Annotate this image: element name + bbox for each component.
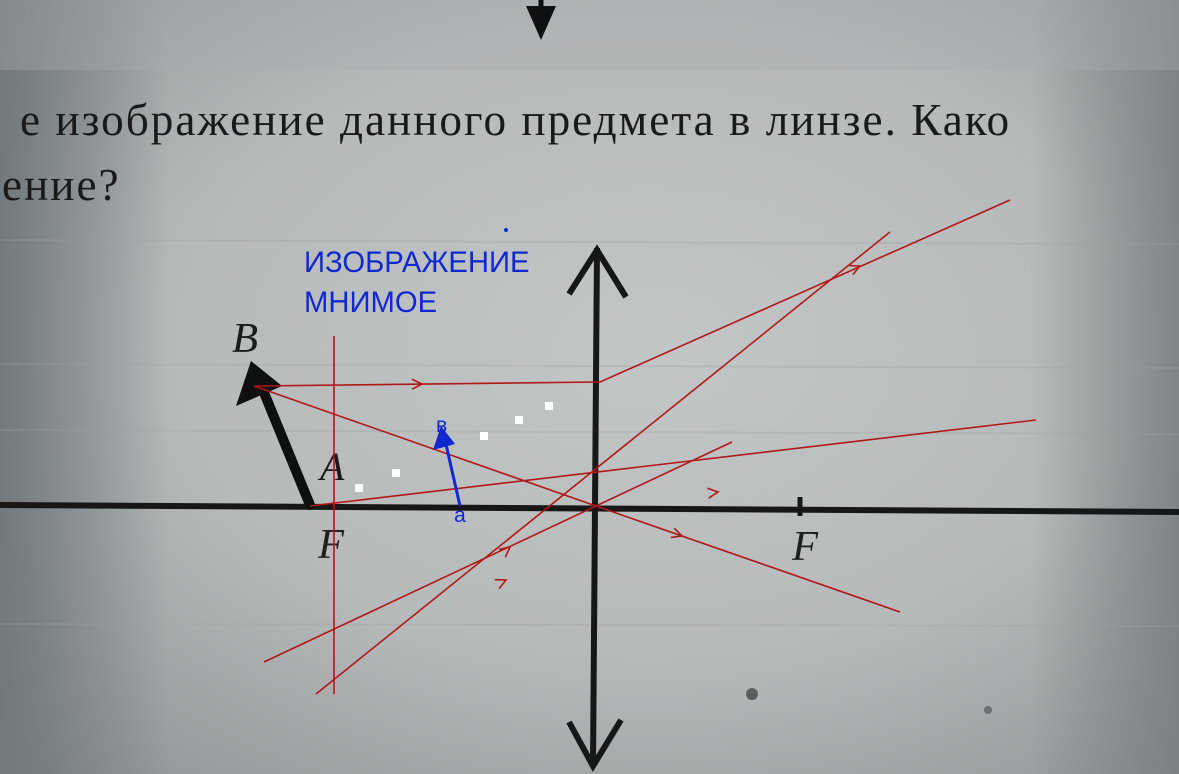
annotation-dot — [504, 228, 508, 232]
top-shade — [0, 0, 1179, 70]
task-text-line2: ение? — [2, 160, 121, 210]
diagram-stage: е изображение данного предмета в линзе. … — [0, 0, 1179, 774]
diagram-svg: е изображение данного предмета в линзе. … — [0, 0, 1179, 774]
svg-text:B: B — [232, 315, 258, 362]
task-text-line1: е изображение данного предмета в линзе. … — [20, 95, 1011, 145]
svg-text:F: F — [317, 521, 345, 568]
right-vignette — [1029, 0, 1179, 774]
svg-text:F: F — [791, 523, 819, 570]
svg-text:A: A — [317, 444, 345, 489]
annotation-line2: МНИМОЕ — [304, 287, 437, 319]
svg-text:в: в — [436, 413, 447, 437]
annotation-line1: ИЗОБРАЖЕНИЕ — [304, 247, 530, 279]
svg-text:а: а — [454, 503, 466, 527]
